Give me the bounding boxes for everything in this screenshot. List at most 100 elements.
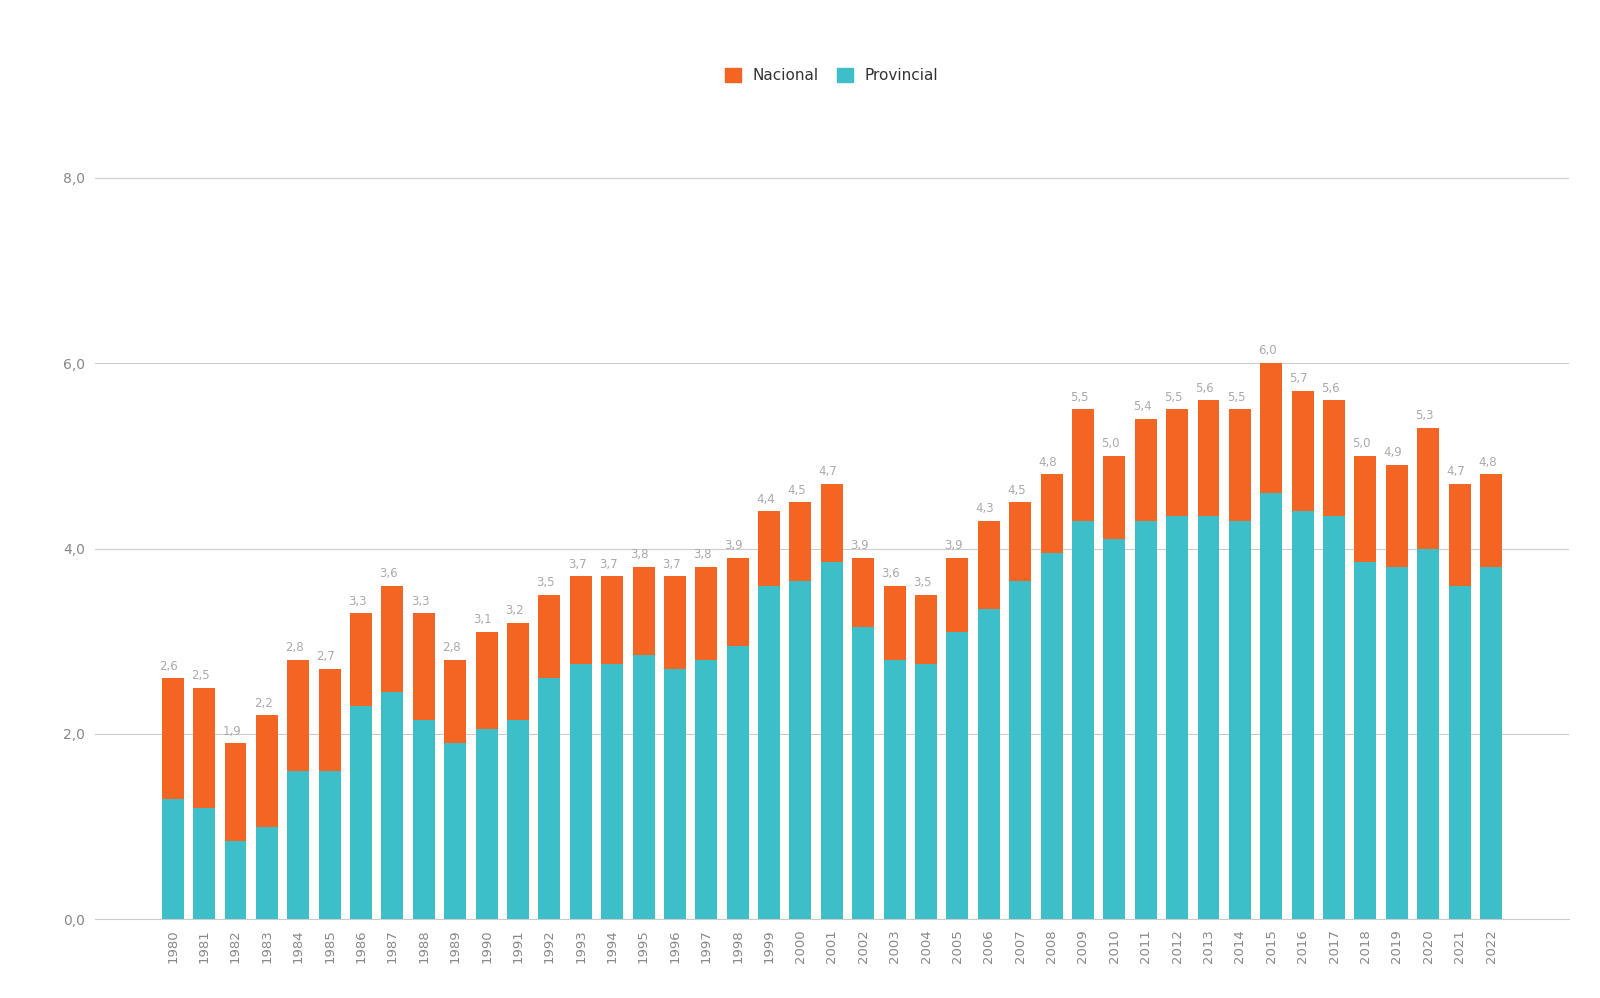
Bar	[475, 632, 498, 730]
Text: 4,7: 4,7	[819, 465, 837, 478]
Bar	[162, 798, 184, 919]
Bar	[570, 576, 592, 665]
Text: 5,4: 5,4	[1133, 400, 1152, 413]
Bar	[1197, 516, 1219, 919]
Bar	[853, 628, 874, 919]
Bar	[445, 744, 466, 919]
Bar	[664, 576, 686, 669]
Text: 5,6: 5,6	[1322, 381, 1339, 394]
Bar	[1104, 456, 1125, 539]
Text: 4,9: 4,9	[1384, 446, 1403, 459]
Bar	[696, 567, 717, 660]
Bar	[1040, 474, 1062, 553]
Bar	[726, 646, 749, 919]
Text: 4,7: 4,7	[1446, 465, 1466, 478]
Bar	[413, 614, 435, 721]
Text: 3,8: 3,8	[693, 549, 712, 562]
Bar	[1166, 516, 1189, 919]
Text: 3,5: 3,5	[914, 576, 931, 589]
Text: 2,6: 2,6	[160, 660, 178, 673]
Text: 4,4: 4,4	[755, 493, 774, 506]
Bar	[381, 586, 403, 693]
Bar	[538, 595, 560, 679]
Text: 5,3: 5,3	[1416, 409, 1434, 422]
Bar	[1386, 465, 1408, 567]
Bar	[288, 771, 309, 919]
Bar	[1010, 581, 1030, 919]
Text: 5,6: 5,6	[1195, 381, 1214, 394]
Text: 5,0: 5,0	[1101, 437, 1120, 450]
Text: 3,1: 3,1	[474, 614, 493, 627]
Bar	[883, 660, 906, 919]
Bar	[507, 623, 530, 721]
Bar	[789, 502, 811, 581]
Bar	[915, 595, 938, 665]
Text: 3,2: 3,2	[506, 604, 523, 617]
Bar	[1291, 391, 1314, 511]
Bar	[947, 558, 968, 632]
Text: 4,3: 4,3	[976, 502, 994, 515]
Bar	[1072, 521, 1094, 919]
Bar	[538, 679, 560, 919]
Bar	[1291, 511, 1314, 919]
Text: 5,5: 5,5	[1227, 391, 1245, 404]
Text: 2,2: 2,2	[254, 697, 272, 710]
Bar	[1072, 409, 1094, 521]
Text: 3,7: 3,7	[598, 558, 618, 571]
Bar	[318, 771, 341, 919]
Bar	[570, 665, 592, 919]
Bar	[1134, 419, 1157, 521]
Bar	[1418, 428, 1440, 549]
Bar	[978, 521, 1000, 609]
Bar	[664, 669, 686, 919]
Bar	[602, 665, 622, 919]
Bar	[1418, 549, 1440, 919]
Bar	[1386, 567, 1408, 919]
Text: 3,6: 3,6	[379, 567, 398, 580]
Text: 3,9: 3,9	[850, 539, 869, 552]
Bar	[194, 688, 214, 808]
Bar	[1480, 474, 1502, 567]
Bar	[758, 586, 781, 919]
Text: 5,5: 5,5	[1070, 391, 1088, 404]
Bar	[256, 716, 278, 826]
Bar	[1166, 409, 1189, 516]
Bar	[507, 721, 530, 919]
Bar	[350, 614, 373, 707]
Bar	[1480, 567, 1502, 919]
Bar	[1261, 493, 1282, 919]
Bar	[789, 581, 811, 919]
Text: 2,8: 2,8	[442, 642, 461, 655]
Bar	[224, 840, 246, 919]
Bar	[1261, 363, 1282, 493]
Text: 4,8: 4,8	[1478, 456, 1496, 469]
Text: 2,8: 2,8	[285, 642, 304, 655]
Bar	[162, 679, 184, 798]
Bar	[1323, 516, 1346, 919]
Text: 3,3: 3,3	[349, 595, 366, 608]
Bar	[821, 563, 843, 919]
Bar	[1448, 586, 1470, 919]
Bar	[1448, 484, 1470, 586]
Text: 1,9: 1,9	[222, 725, 242, 738]
Bar	[350, 707, 373, 919]
Bar	[224, 744, 246, 840]
Legend: Nacional, Provincial: Nacional, Provincial	[720, 62, 944, 90]
Bar	[1229, 521, 1251, 919]
Text: 6,0: 6,0	[1258, 344, 1277, 357]
Bar	[445, 660, 466, 744]
Bar	[1323, 400, 1346, 516]
Bar	[978, 609, 1000, 919]
Bar	[632, 567, 654, 655]
Bar	[1010, 502, 1030, 581]
Text: 4,5: 4,5	[787, 484, 806, 497]
Bar	[1104, 539, 1125, 919]
Bar	[256, 826, 278, 919]
Bar	[602, 576, 622, 665]
Bar	[883, 586, 906, 660]
Text: 5,5: 5,5	[1165, 391, 1182, 404]
Bar	[1229, 409, 1251, 521]
Text: 5,0: 5,0	[1352, 437, 1371, 450]
Text: 3,9: 3,9	[725, 539, 744, 552]
Bar	[1040, 553, 1062, 919]
